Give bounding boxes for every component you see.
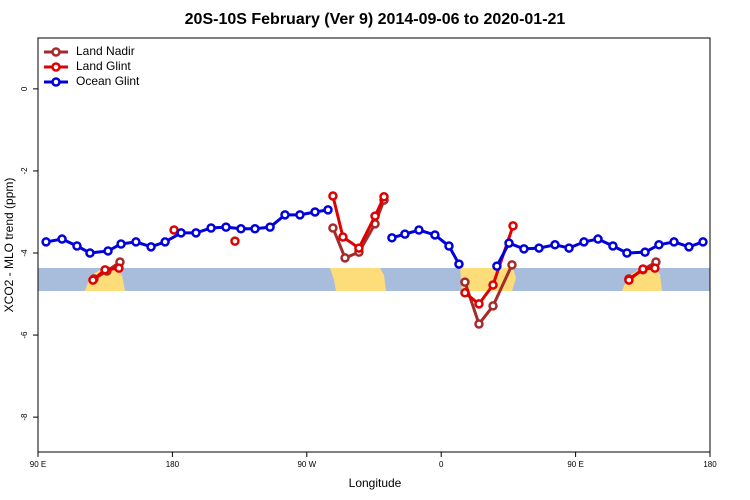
series-point <box>131 237 141 247</box>
series-point <box>430 230 440 240</box>
series-point <box>379 192 389 202</box>
series-point <box>488 280 498 290</box>
series-point <box>338 232 348 242</box>
land-mask <box>38 268 710 291</box>
series-point <box>669 237 679 247</box>
series-point <box>474 299 484 309</box>
y-tick-label: -4 <box>20 249 29 257</box>
series-point <box>698 237 708 247</box>
series-point <box>650 263 660 273</box>
series-point <box>323 205 333 215</box>
plot-frame <box>37 37 711 453</box>
y-tick-label: -6 <box>20 331 29 339</box>
x-tick-label: 90 E <box>567 460 583 469</box>
series-point <box>564 243 574 253</box>
series-point <box>474 319 484 329</box>
series-point <box>488 301 498 311</box>
series-point <box>370 211 380 221</box>
series-point <box>608 241 618 251</box>
series-point <box>622 248 632 258</box>
series-point <box>230 236 240 246</box>
legend-label: Ocean Glint <box>76 74 140 88</box>
series-point <box>103 246 113 256</box>
x-axis-label: Longitude <box>349 476 402 490</box>
series-point <box>444 241 454 251</box>
series-point <box>72 241 82 251</box>
series-point <box>638 264 648 274</box>
series-point <box>460 277 470 287</box>
series-point <box>236 224 246 234</box>
series-point <box>206 223 216 233</box>
series-point <box>593 234 603 244</box>
series-point <box>454 259 464 269</box>
legend-label: Land Nadir <box>76 44 135 58</box>
x-tick-label: 0 <box>439 460 444 469</box>
series-point <box>414 225 424 235</box>
chart-title: 20S-10S February (Ver 9) 2014-09-06 to 2… <box>185 11 566 28</box>
legend-marker <box>51 77 61 87</box>
series-point <box>492 261 502 271</box>
series-point <box>504 238 514 248</box>
y-axis-label: XCO2 - MLO trend (ppm) <box>2 178 16 313</box>
series-point <box>579 237 589 247</box>
series-point <box>508 221 518 231</box>
series-line <box>464 225 515 307</box>
x-tick-label: 90 W <box>297 460 316 469</box>
series-point <box>295 210 305 220</box>
series-point <box>328 191 338 201</box>
series-point <box>265 222 275 232</box>
series-point <box>280 210 290 220</box>
series-point <box>310 207 320 217</box>
series-point <box>534 243 544 253</box>
y-tick-label: 0 <box>20 86 29 91</box>
y-tick-label: -8 <box>20 413 29 421</box>
series-point <box>88 275 98 285</box>
series-point <box>114 263 124 273</box>
series-point <box>640 247 650 257</box>
series-point <box>85 248 95 258</box>
series-point <box>41 237 51 247</box>
series-point <box>400 229 410 239</box>
legend-marker <box>51 62 61 72</box>
series-point <box>160 237 170 247</box>
series-point <box>176 228 186 238</box>
series-point <box>654 240 664 250</box>
series-point <box>354 243 364 253</box>
series-point <box>550 240 560 250</box>
series-point <box>328 223 338 233</box>
series-point <box>250 224 260 234</box>
series-point <box>507 260 517 270</box>
series-point <box>519 244 529 254</box>
x-tick-label: 180 <box>703 460 717 469</box>
y-tick-label: -2 <box>20 167 29 175</box>
series-point <box>684 242 694 252</box>
x-tick-label: 180 <box>166 460 180 469</box>
series-point <box>116 239 126 249</box>
series-point <box>624 275 634 285</box>
series-point <box>221 222 231 232</box>
legend-label: Land Glint <box>76 59 131 73</box>
series-point <box>57 234 67 244</box>
series-point <box>460 288 470 298</box>
legend-marker <box>51 47 61 57</box>
series-point <box>387 233 397 243</box>
x-tick-label: 90 E <box>30 460 46 469</box>
series-point <box>340 253 350 263</box>
series-point <box>100 265 110 275</box>
series-point <box>191 228 201 238</box>
series-line <box>463 264 514 328</box>
series-point <box>146 242 156 252</box>
